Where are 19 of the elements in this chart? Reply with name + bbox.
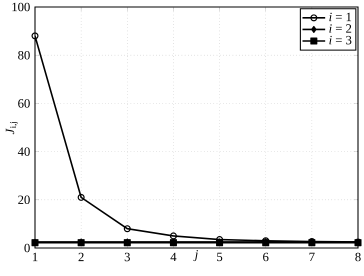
y-axis-title: J$_{i,j}$ <box>6 122 18 134</box>
x-tick-label: 7 <box>310 252 315 261</box>
y-tick-label: 100 <box>12 2 30 12</box>
x-tick-label: 5 <box>217 252 222 262</box>
x-tick-label: 1 <box>32 252 38 262</box>
x-tick-label: 6 <box>263 252 268 262</box>
y-tick-label: 40 <box>18 147 30 156</box>
legend-label: i = 1 <box>329 12 352 22</box>
x-tick-label: 2 <box>78 252 84 262</box>
y-tick-label: 20 <box>18 196 30 204</box>
y-tick-label: 60 <box>18 99 30 108</box>
legend-label: i = 3 <box>329 36 352 44</box>
legend-label: i = 2 <box>329 24 352 33</box>
y-tick-label: 0 <box>24 244 30 252</box>
x-axis-title: j <box>193 250 198 262</box>
x-tick-label: 4 <box>170 252 176 262</box>
y-tick-label: 80 <box>18 50 30 60</box>
x-tick-label: 3 <box>124 252 130 262</box>
x-tick-label: 8 <box>355 252 361 262</box>
